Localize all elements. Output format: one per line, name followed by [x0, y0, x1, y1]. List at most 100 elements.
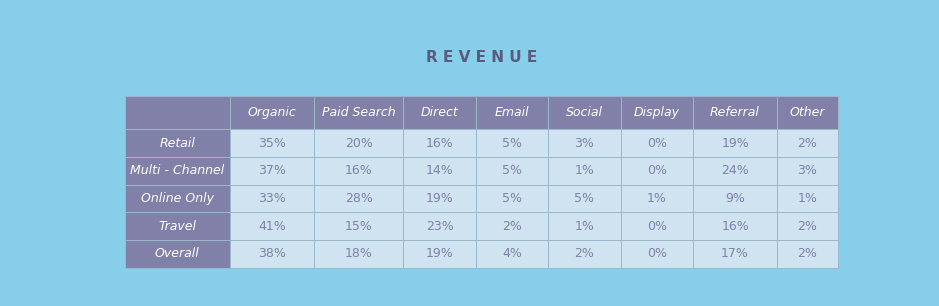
Text: 1%: 1%	[575, 164, 594, 177]
Text: 18%: 18%	[345, 247, 373, 260]
Bar	[404, 95, 476, 129]
Bar	[548, 157, 621, 185]
Bar	[125, 212, 230, 240]
Bar	[404, 129, 476, 157]
Text: 17%: 17%	[721, 247, 749, 260]
Text: 20%: 20%	[345, 136, 373, 150]
Text: 14%: 14%	[425, 164, 454, 177]
Bar	[693, 185, 777, 212]
Text: Online Only: Online Only	[141, 192, 214, 205]
Text: 16%: 16%	[425, 136, 454, 150]
Text: 5%: 5%	[575, 192, 594, 205]
Text: 23%: 23%	[425, 220, 454, 233]
Bar	[314, 240, 404, 268]
Text: Overall: Overall	[155, 247, 200, 260]
Text: 5%: 5%	[502, 136, 522, 150]
Bar	[777, 185, 838, 212]
Text: 5%: 5%	[502, 164, 522, 177]
Bar	[404, 157, 476, 185]
Bar	[314, 95, 404, 129]
Bar	[476, 95, 548, 129]
Text: 16%: 16%	[345, 164, 373, 177]
Text: Display: Display	[634, 106, 680, 119]
Text: Other: Other	[790, 106, 825, 119]
Text: 35%: 35%	[258, 136, 285, 150]
Bar	[777, 157, 838, 185]
Text: 28%: 28%	[345, 192, 373, 205]
Text: 1%: 1%	[647, 192, 667, 205]
Text: 0%: 0%	[647, 247, 667, 260]
Bar	[125, 157, 230, 185]
Text: 0%: 0%	[647, 220, 667, 233]
Bar	[693, 240, 777, 268]
Bar	[621, 185, 693, 212]
Text: Travel: Travel	[158, 220, 196, 233]
Text: 2%: 2%	[797, 220, 817, 233]
Bar	[476, 129, 548, 157]
Text: 19%: 19%	[425, 247, 454, 260]
Text: 0%: 0%	[647, 136, 667, 150]
Text: 2%: 2%	[797, 247, 817, 260]
Bar	[125, 185, 230, 212]
Text: Retail: Retail	[160, 136, 195, 150]
Bar	[777, 212, 838, 240]
Bar	[404, 185, 476, 212]
Text: 41%: 41%	[258, 220, 285, 233]
Text: 1%: 1%	[797, 192, 817, 205]
Bar	[621, 129, 693, 157]
Bar	[548, 212, 621, 240]
Bar	[476, 157, 548, 185]
Bar	[230, 95, 314, 129]
Bar	[777, 129, 838, 157]
Bar	[404, 240, 476, 268]
Bar	[230, 212, 314, 240]
Bar	[314, 212, 404, 240]
Bar	[476, 185, 548, 212]
Bar	[125, 129, 230, 157]
Text: 37%: 37%	[258, 164, 285, 177]
Text: 33%: 33%	[258, 192, 285, 205]
Text: Multi - Channel: Multi - Channel	[131, 164, 224, 177]
Bar	[476, 240, 548, 268]
Text: Direct: Direct	[421, 106, 458, 119]
Text: 1%: 1%	[575, 220, 594, 233]
Text: 19%: 19%	[425, 192, 454, 205]
Bar	[548, 95, 621, 129]
Bar	[621, 95, 693, 129]
Bar	[230, 240, 314, 268]
Text: 16%: 16%	[721, 220, 749, 233]
Bar	[693, 95, 777, 129]
Text: 15%: 15%	[345, 220, 373, 233]
Bar	[404, 212, 476, 240]
Text: 3%: 3%	[797, 164, 817, 177]
Bar	[314, 185, 404, 212]
Bar	[548, 185, 621, 212]
Text: 2%: 2%	[575, 247, 594, 260]
Text: 2%: 2%	[797, 136, 817, 150]
Bar	[230, 185, 314, 212]
Text: Organic: Organic	[248, 106, 296, 119]
Bar	[693, 129, 777, 157]
Text: 24%: 24%	[721, 164, 749, 177]
Bar	[476, 212, 548, 240]
Bar	[125, 95, 230, 129]
Bar	[777, 95, 838, 129]
Text: 3%: 3%	[575, 136, 594, 150]
Bar	[621, 240, 693, 268]
Text: Referral: Referral	[710, 106, 760, 119]
Text: Paid Search: Paid Search	[322, 106, 395, 119]
Bar	[314, 157, 404, 185]
Bar	[693, 212, 777, 240]
Bar	[125, 240, 230, 268]
Bar	[693, 157, 777, 185]
Text: Email: Email	[495, 106, 530, 119]
Text: 38%: 38%	[258, 247, 285, 260]
Bar	[314, 129, 404, 157]
Text: 5%: 5%	[502, 192, 522, 205]
Text: 4%: 4%	[502, 247, 522, 260]
Text: 2%: 2%	[502, 220, 522, 233]
Text: Social: Social	[566, 106, 603, 119]
Bar	[777, 240, 838, 268]
Bar	[621, 212, 693, 240]
Bar	[548, 129, 621, 157]
